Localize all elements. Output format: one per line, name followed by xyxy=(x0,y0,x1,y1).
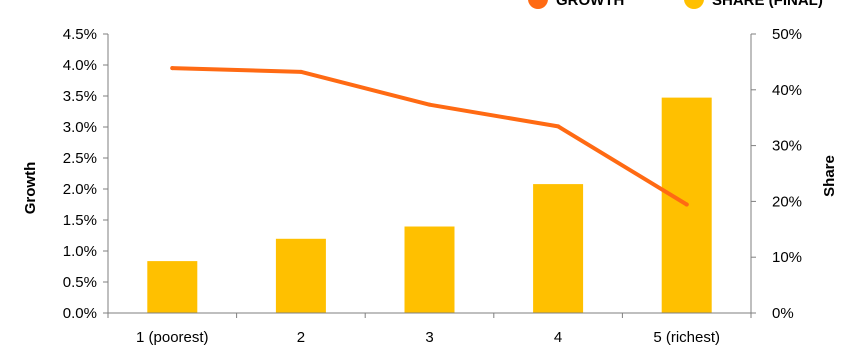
growth-line xyxy=(170,66,689,207)
line-point xyxy=(556,124,561,129)
bar xyxy=(533,184,584,313)
legend-marker xyxy=(528,0,548,9)
y-left-tick-label: 2.0% xyxy=(63,181,97,198)
y-right-tick-label: 20% xyxy=(772,193,802,210)
bar xyxy=(404,226,455,313)
x-tick-label: 4 xyxy=(554,329,562,346)
y-right-tick-label: 40% xyxy=(772,82,802,99)
bar-series xyxy=(147,97,712,313)
y-left-tick-label: 1.5% xyxy=(63,212,97,229)
y-right-tick-label: 10% xyxy=(772,249,802,266)
y-left-tick-label: 1.0% xyxy=(63,243,97,260)
y-axis-label-right: Share xyxy=(821,155,838,197)
line-series xyxy=(170,66,689,207)
y-left-tick-label: 0.5% xyxy=(63,274,97,291)
y-axis-label-left: Growth xyxy=(22,162,39,215)
line-point xyxy=(170,66,175,71)
y-left-tick-label: 4.5% xyxy=(63,26,97,43)
line-point xyxy=(298,69,303,74)
legend: GROWTH SHARE (FINAL) xyxy=(528,0,823,9)
y-left-tick-label: 0.0% xyxy=(63,305,97,322)
legend-marker xyxy=(684,0,704,9)
x-tick-label: 2 xyxy=(297,329,305,346)
y-left-tick-label: 3.5% xyxy=(63,88,97,105)
y-left-tick-label: 4.0% xyxy=(63,57,97,74)
y-right-tick-label: 0% xyxy=(772,305,794,322)
legend-label: GROWTH xyxy=(556,0,624,9)
y-axis-right: 0% 10% 20% 30% 40% 50% xyxy=(750,26,802,322)
y-left-tick-label: 2.5% xyxy=(63,150,97,167)
bar xyxy=(275,238,326,313)
x-tick-label: 1 (poorest) xyxy=(136,329,209,346)
y-right-tick-label: 30% xyxy=(772,138,802,155)
y-right-tick-label: 50% xyxy=(772,26,802,43)
bar xyxy=(147,261,198,313)
line-point xyxy=(427,102,432,107)
legend-label: SHARE (FINAL) xyxy=(712,0,823,9)
x-tick-label: 5 (richest) xyxy=(653,329,720,346)
x-axis: 1 (poorest) 2 3 4 5 (richest) xyxy=(107,312,752,346)
y-axis-left: 0.0% 0.5% 1.0% 1.5% 2.0% 2.5% 3.0% 3.5% 4.0% 4.5% xyxy=(63,26,109,322)
x-tick-label: 3 xyxy=(425,329,433,346)
y-left-tick-label: 3.0% xyxy=(63,119,97,136)
line-point xyxy=(684,202,689,207)
